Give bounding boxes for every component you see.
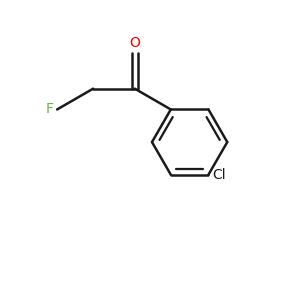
Text: Cl: Cl [212,168,226,182]
Text: O: O [129,36,140,50]
Text: F: F [45,103,53,116]
